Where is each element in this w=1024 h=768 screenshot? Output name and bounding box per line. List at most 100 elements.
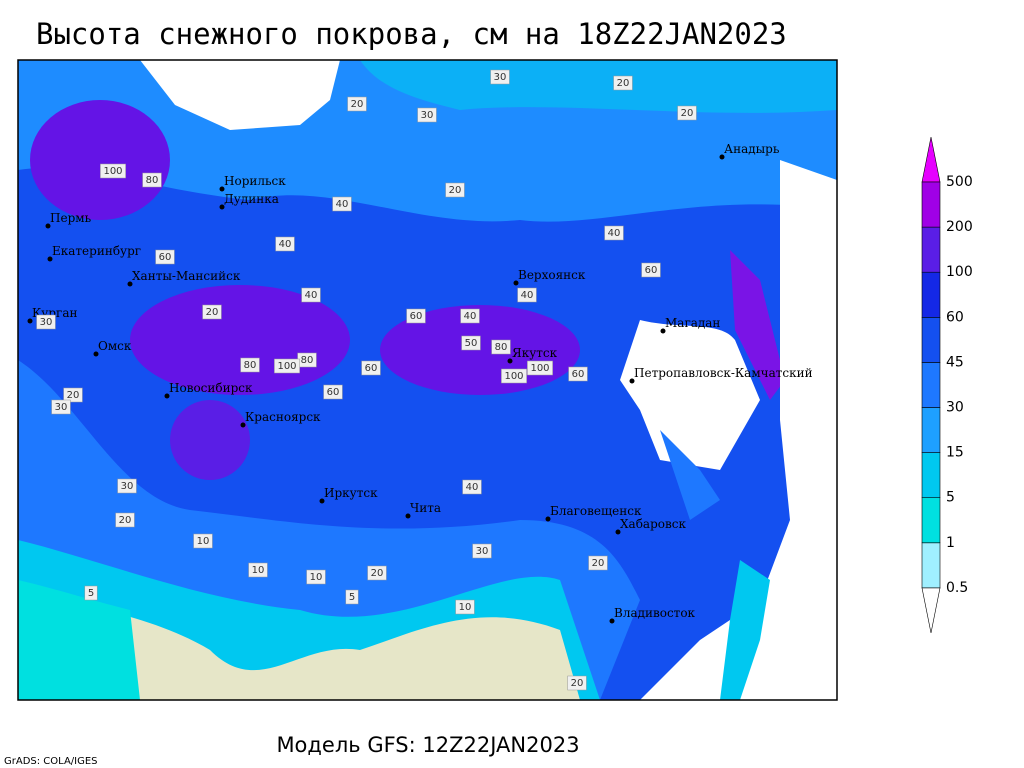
contour-label-box (517, 287, 537, 303)
contour-label: 30 (476, 546, 489, 557)
city-label: Верхоянск (518, 268, 586, 282)
japan (720, 560, 770, 700)
city-label: Норильск (224, 174, 286, 188)
city-dot (615, 529, 621, 535)
contour-label-box (490, 69, 510, 85)
contour-label: 50 (465, 338, 478, 349)
contour-label-box (491, 339, 511, 355)
city-label: Иркутск (324, 486, 378, 500)
south-cyan (18, 580, 140, 700)
city-dot (219, 204, 225, 210)
contour-label: 20 (571, 678, 584, 689)
contour-label: 40 (464, 311, 477, 322)
map-title: Высота снежного покрова, см на 18Z22JAN2… (36, 17, 787, 51)
legend-swatch (921, 362, 941, 408)
contour-label-box (347, 96, 367, 112)
contour-label-box (275, 236, 295, 252)
contour-label-box (63, 387, 83, 403)
legend-label: 200 (946, 219, 973, 235)
pacific (640, 160, 837, 700)
contour-label: 10 (197, 536, 210, 547)
contour-label-box (604, 225, 624, 241)
city-label: Магадан (665, 316, 720, 330)
contour-label: 30 (421, 110, 434, 121)
contour-label-box (345, 589, 359, 605)
contour-label-box (455, 599, 475, 615)
contour-label: 40 (305, 290, 318, 301)
city-dot (127, 281, 133, 287)
contour-label-box (445, 182, 465, 198)
contour-label-box (417, 107, 437, 123)
contour-label: 10 (310, 572, 323, 583)
contour-label: 10 (252, 565, 265, 576)
kamchatka (730, 250, 785, 400)
city-label: Владивосток (614, 606, 696, 620)
legend-label: 0.5 (946, 580, 968, 596)
legend-swatch (921, 316, 941, 363)
city-label: Новосибирск (169, 381, 253, 395)
okhotsk-sea (620, 320, 760, 470)
contour-label-box (332, 196, 352, 212)
contour-label-box (100, 163, 126, 179)
contour-label: 100 (103, 166, 122, 177)
legend-label: 45 (946, 354, 964, 370)
contour-label-box (641, 262, 661, 278)
contour-label: 80 (146, 175, 159, 186)
contour-label-box (460, 308, 480, 324)
contour-label-box (301, 287, 321, 303)
legend-swatch (921, 271, 941, 318)
contour-label-box (567, 675, 587, 691)
city-dot (660, 328, 666, 334)
contour-label-box (677, 105, 697, 121)
legend-swatch (921, 452, 941, 499)
contour-label: 100 (504, 371, 523, 382)
city-label: Ханты-Мансийск (132, 269, 241, 283)
city-label: Петропавловск-Камчатский (634, 366, 813, 380)
legend-label: 60 (946, 309, 964, 325)
city-dot (219, 186, 225, 192)
city-dot (240, 422, 246, 428)
contour-label: 20 (351, 99, 364, 110)
contour-label-box (36, 314, 56, 330)
contour-label-box (248, 562, 268, 578)
city-label: Якутск (512, 346, 558, 360)
contour-label: 60 (365, 363, 378, 374)
legend-label: 5 (946, 490, 955, 506)
contour-label: 5 (88, 588, 94, 599)
legend-swatch (921, 587, 941, 633)
sakhalin (660, 430, 720, 520)
city-dot (545, 516, 551, 522)
bare-ground (18, 600, 580, 700)
contour-label: 80 (495, 342, 508, 353)
city-dot (405, 513, 411, 519)
legend-label: 1 (946, 535, 955, 551)
city-label: Чита (410, 501, 441, 515)
contour-label: 40 (279, 239, 292, 250)
contour-label-box (613, 75, 633, 91)
contour-label: 20 (592, 558, 605, 569)
contour-label: 40 (608, 228, 621, 239)
map-fill (18, 60, 837, 700)
contour-label-box (367, 565, 387, 581)
city-label: Благовещенск (550, 504, 642, 518)
contour-label-box (117, 478, 137, 494)
contour-label-box (51, 399, 71, 415)
legend-swatch (921, 181, 941, 228)
contour-label-box (155, 249, 175, 265)
city-dot (45, 223, 51, 229)
legend-swatch (921, 136, 941, 183)
contour-label-box (568, 366, 588, 382)
city-label: Пермь (50, 211, 92, 225)
snow-heavy (30, 100, 170, 220)
contour-label-box (527, 360, 553, 376)
city-dot (319, 498, 325, 504)
contour-label-box (84, 585, 98, 601)
city-label: Анадырь (724, 142, 780, 156)
contour-label: 80 (244, 360, 257, 371)
contour-label-box (323, 384, 343, 400)
contour-label-box (193, 533, 213, 549)
contour-label: 60 (410, 311, 423, 322)
contour-label-box (115, 512, 135, 528)
contour-label: 60 (327, 387, 340, 398)
